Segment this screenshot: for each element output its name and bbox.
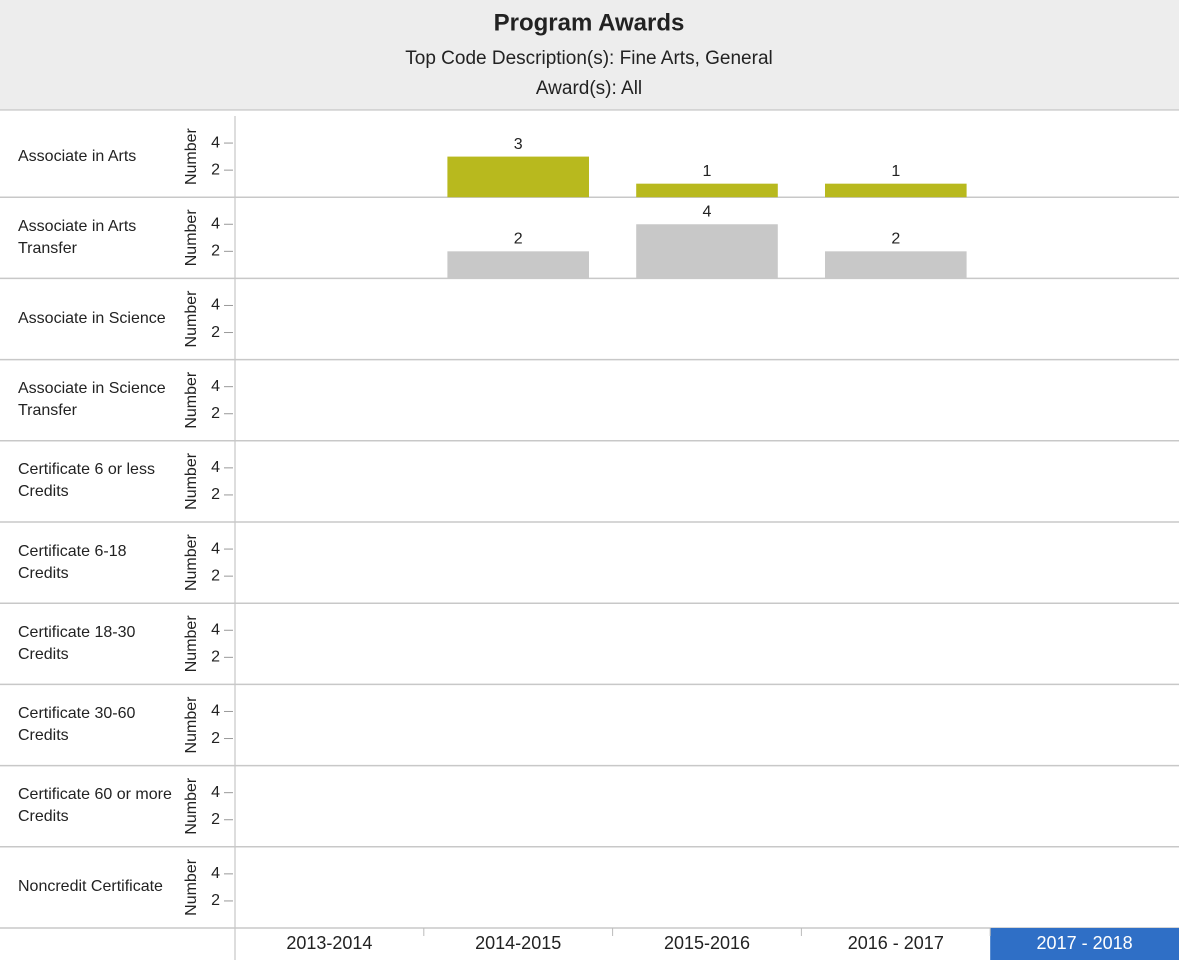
row-label-text: Certificate 30-60 Credits	[18, 704, 136, 744]
data-label: 1	[891, 163, 900, 180]
y-axis-title: Number	[183, 858, 200, 916]
x-highlight	[990, 928, 1179, 960]
row-label: Associate in Arts	[18, 116, 176, 197]
x-tick-label: 2016 - 2017	[848, 933, 944, 953]
row-label-text: Associate in Arts Transfer	[18, 217, 137, 257]
y-tick-label: 4	[211, 621, 220, 638]
y-axis-title: Number	[183, 209, 200, 267]
y-axis-title: Number	[183, 777, 200, 835]
x-tick-label: 2015-2016	[664, 933, 750, 953]
row-label-text: Associate in Science Transfer	[18, 380, 166, 420]
row-label: Certificate 18-30 Credits	[18, 603, 176, 684]
y-tick-label: 4	[211, 297, 220, 314]
row-label: Certificate 60 or more Credits	[18, 766, 176, 847]
row-label-text: Noncredit Certificate	[18, 878, 163, 896]
y-axis-title: Number	[183, 290, 200, 348]
y-tick-label: 2	[211, 730, 220, 747]
y-tick-label: 2	[211, 161, 220, 178]
row-label: Associate in Science Transfer	[18, 360, 176, 441]
row-label-text: Certificate 6-18 Credits	[18, 542, 127, 582]
y-tick-label: 4	[211, 703, 220, 720]
data-label: 3	[514, 136, 523, 153]
y-axis-title: Number	[183, 533, 200, 591]
y-tick-label: 2	[211, 405, 220, 422]
row-label-text: Associate in Science	[18, 309, 166, 327]
y-tick-label: 4	[211, 540, 220, 557]
chart-subtitle: Award(s): All	[536, 78, 642, 99]
x-tick-label: 2017 - 2018	[1037, 933, 1133, 953]
y-tick-label: 4	[211, 134, 220, 151]
data-label: 2	[891, 231, 900, 248]
header-bg	[0, 0, 1179, 110]
bar	[636, 183, 778, 198]
y-axis-title: Number	[183, 127, 200, 185]
bar	[447, 251, 589, 279]
y-tick-label: 4	[211, 865, 220, 882]
y-axis-title: Number	[183, 696, 200, 754]
row-label: Certificate 6 or less Credits	[18, 441, 176, 522]
y-tick-label: 4	[211, 784, 220, 801]
y-tick-label: 2	[211, 892, 220, 909]
y-tick-label: 2	[211, 811, 220, 828]
row-label: Associate in Science	[18, 278, 176, 359]
y-tick-label: 4	[211, 215, 220, 232]
bar	[447, 156, 589, 198]
y-tick-label: 2	[211, 649, 220, 666]
y-tick-label: 4	[211, 459, 220, 476]
row-label-text: Certificate 60 or more Credits	[18, 786, 172, 826]
y-tick-label: 2	[211, 567, 220, 584]
data-label: 2	[514, 231, 523, 248]
bar	[825, 183, 967, 198]
y-axis-title: Number	[183, 452, 200, 510]
y-tick-label: 2	[211, 243, 220, 260]
chart-subtitle: Top Code Description(s): Fine Arts, Gene…	[405, 48, 773, 69]
row-label-text: Associate in Arts	[18, 147, 137, 165]
y-axis-title: Number	[183, 615, 200, 673]
chart-title: Program Awards	[494, 9, 685, 36]
bar	[636, 224, 778, 279]
row-label-text: Certificate 6 or less Credits	[18, 461, 155, 501]
row-label: Certificate 6-18 Credits	[18, 522, 176, 603]
y-tick-label: 4	[211, 378, 220, 395]
y-tick-label: 2	[211, 486, 220, 503]
row-label-text: Certificate 18-30 Credits	[18, 623, 136, 663]
y-axis-title: Number	[183, 371, 200, 429]
bar	[825, 251, 967, 279]
x-tick-label: 2013-2014	[286, 933, 372, 953]
data-label: 4	[703, 203, 712, 220]
row-label: Associate in Arts Transfer	[18, 197, 176, 278]
x-tick-label: 2014-2015	[475, 933, 561, 953]
data-label: 1	[703, 163, 712, 180]
row-label: Noncredit Certificate	[18, 847, 176, 928]
y-tick-label: 2	[211, 324, 220, 341]
row-label: Certificate 30-60 Credits	[18, 684, 176, 765]
